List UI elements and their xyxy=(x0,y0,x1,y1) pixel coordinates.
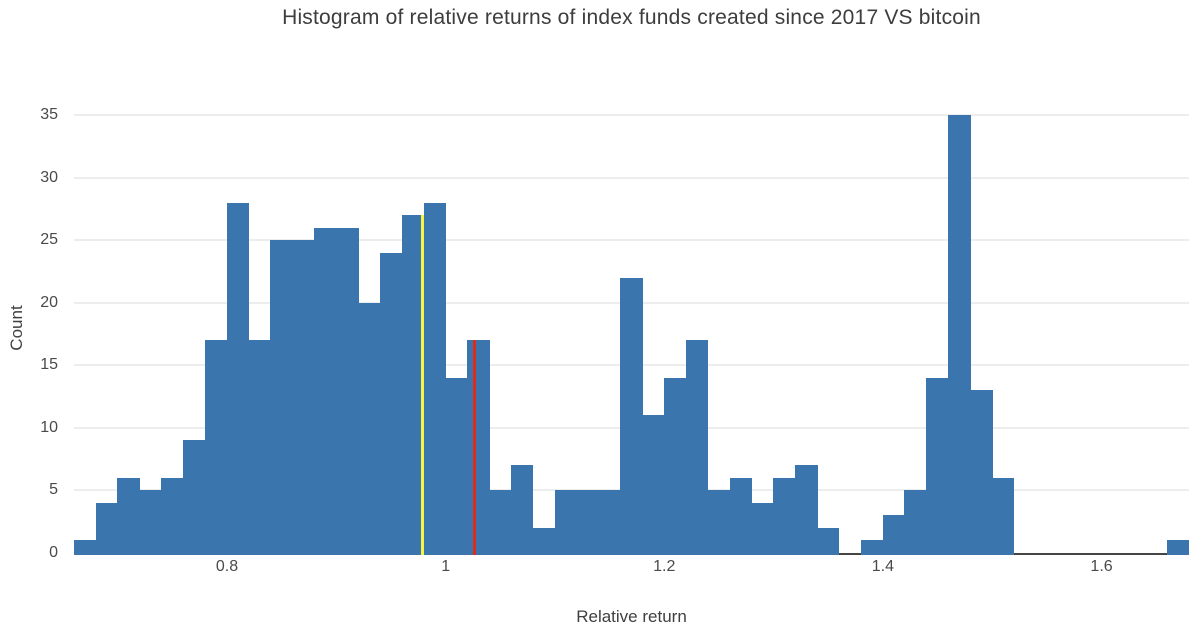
y-tick-label: 20 xyxy=(40,293,58,311)
histogram-bar xyxy=(510,465,534,555)
histogram-bar xyxy=(379,252,403,555)
histogram-bar xyxy=(161,477,184,555)
histogram-bar xyxy=(751,502,774,555)
histogram-bar xyxy=(73,540,97,555)
histogram-bar xyxy=(401,215,425,555)
histogram-bar xyxy=(729,477,753,555)
histogram-bar xyxy=(292,240,315,555)
y-gridline xyxy=(74,114,1189,116)
histogram-bar xyxy=(926,377,949,555)
histogram-bar xyxy=(685,340,709,555)
histogram-bar xyxy=(795,465,818,555)
histogram-bar xyxy=(707,490,731,555)
histogram-bar xyxy=(336,227,359,555)
histogram-bar xyxy=(467,340,490,555)
histogram-bar xyxy=(314,227,337,555)
histogram-bar xyxy=(489,490,512,555)
y-tick-label: 25 xyxy=(40,231,58,249)
histogram-bar xyxy=(860,540,884,555)
x-tick-label: 0.8 xyxy=(215,558,239,575)
histogram-bar xyxy=(183,440,206,555)
histogram-bar xyxy=(226,202,250,555)
y-tick-label: 10 xyxy=(40,418,58,436)
histogram-bar xyxy=(970,390,993,555)
histogram-bar xyxy=(576,490,599,555)
histogram-bar xyxy=(773,477,796,555)
histogram-bar xyxy=(817,527,840,555)
x-axis-title: Relative return xyxy=(576,607,687,626)
histogram-bar xyxy=(948,115,971,555)
y-tick-label: 0 xyxy=(49,544,58,561)
histogram-bar xyxy=(423,202,446,555)
histogram-bar xyxy=(204,340,228,555)
histogram-bar xyxy=(598,490,621,555)
y-tick-label: 15 xyxy=(40,356,58,374)
histogram-bar xyxy=(139,490,162,555)
histogram-bar xyxy=(620,277,643,555)
histogram-bar xyxy=(445,377,468,555)
histogram-bar xyxy=(248,340,272,555)
y-gridline xyxy=(74,239,1189,242)
y-tick-label: 35 xyxy=(40,106,58,123)
x-tick-label: 1.6 xyxy=(1090,558,1113,575)
y-tick-label: 5 xyxy=(49,481,58,499)
histogram-bar xyxy=(270,240,293,555)
histogram-bar xyxy=(532,527,556,555)
histogram-bar xyxy=(554,490,578,555)
histogram-bar xyxy=(663,377,687,555)
x-tick-label: 1.2 xyxy=(653,558,676,575)
chart-title: Histogram of relative returns of index f… xyxy=(282,6,981,29)
histogram-bar xyxy=(1166,540,1190,555)
histogram-bar xyxy=(95,502,119,555)
histogram-bar xyxy=(991,477,1015,555)
histogram-bar xyxy=(882,515,906,555)
x-tick-label: 1 xyxy=(441,558,451,575)
y-gridline xyxy=(74,176,1189,179)
red-marker-line xyxy=(472,340,476,555)
y-tick-label: 30 xyxy=(40,168,58,186)
histogram-bar xyxy=(117,477,140,555)
histogram-bar xyxy=(357,302,381,555)
histogram-bar xyxy=(904,490,927,555)
yellow-marker-line xyxy=(421,215,425,555)
x-tick-label: 1.4 xyxy=(871,558,895,575)
histogram-bar xyxy=(642,415,665,555)
